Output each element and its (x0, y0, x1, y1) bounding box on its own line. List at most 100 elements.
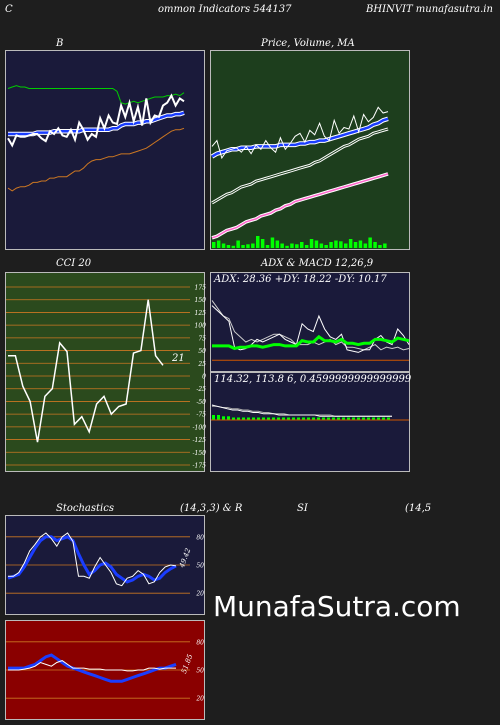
cci-tick-label: 25 (197, 361, 206, 368)
bb-middle-line (8, 111, 185, 136)
cci-tick-label: -125 (193, 437, 207, 444)
rsi-tick-label: 80 (196, 639, 204, 646)
stoch-tick-label: 20 (195, 591, 204, 598)
cci-tick-label: -75 (196, 412, 206, 419)
price-line (211, 106, 389, 160)
volume-bar (309, 239, 314, 248)
macd-hist-bar (257, 417, 260, 420)
volume-bar (363, 243, 368, 248)
volume-bar (285, 245, 289, 249)
volume-bar (304, 245, 309, 248)
volume-bar (212, 242, 216, 248)
stoch-params: (14,3,3) & R (180, 503, 243, 514)
macd-hist-bar (367, 417, 370, 420)
stoch-title: Stochastics (56, 503, 114, 514)
rsi-title: SI (297, 503, 308, 514)
volume-bar (383, 243, 387, 248)
macd-hist-bar (357, 417, 360, 420)
volume-bar (300, 242, 304, 248)
cci-tick-label: 100 (195, 323, 207, 330)
macd-hist-bar (362, 417, 365, 420)
volume-bar (226, 245, 231, 248)
macd-hist-bar (247, 417, 250, 420)
macd-hist-bar (242, 417, 245, 420)
cci-tick-label: -175 (193, 463, 207, 470)
rsi-mfi-line (8, 653, 177, 683)
macd-hist-bar (252, 417, 255, 420)
macd-hist-bar (337, 417, 340, 420)
cci-line (8, 299, 164, 443)
volume-bar (231, 245, 236, 249)
macd-hist-bar (297, 417, 300, 420)
price-ma-pink-line-outline (211, 172, 389, 240)
volume-bar (344, 243, 348, 248)
macd-hist-bar (277, 417, 280, 420)
volume-bar (256, 236, 260, 248)
cci-tick-label: -25 (196, 386, 206, 393)
adx-line (212, 334, 410, 351)
volume-bar (334, 240, 338, 248)
price-ma-pink-line (211, 173, 389, 239)
macd-line (211, 404, 392, 417)
macd-hist-bar (387, 417, 390, 420)
macd-panel (210, 372, 410, 472)
cci-tick-label: 150 (195, 297, 207, 304)
volume-bar (290, 243, 294, 248)
macd-hist-bar (222, 416, 225, 421)
header-site: BHINVIT munafasutra.in (366, 4, 493, 15)
volume-bar (251, 243, 255, 248)
macd-hist-bar (322, 417, 325, 420)
macd-hist-bar (372, 417, 375, 420)
volume-bar (280, 243, 284, 248)
header-title: ommon Indicators 544137 (158, 4, 292, 15)
bb-lower-line (7, 127, 185, 192)
volume-bar (295, 244, 299, 249)
volume-bar (319, 243, 324, 248)
volume-bar (358, 240, 363, 248)
rsi-params: (14,5 (405, 503, 432, 514)
volume-bar (241, 245, 245, 248)
volume-bar (373, 242, 377, 248)
macd-hist-bar (217, 415, 220, 420)
price-title: Price, Volume, MA (261, 38, 355, 49)
macd-hist-bar (347, 417, 350, 420)
rsi-tick-label: 50 (196, 668, 204, 675)
price-ma-long-line-outline (211, 127, 389, 205)
stoch-d-line (7, 535, 177, 584)
stoch-tick-label: 80 (196, 534, 204, 541)
macd-hist-bar (287, 417, 290, 420)
volume-bar (236, 240, 240, 248)
rsi-tick-label: 20 (195, 696, 204, 703)
cci-tick-label: 125 (195, 310, 207, 317)
volume-bar (353, 242, 358, 248)
adx-panel (210, 272, 410, 372)
macd-hist-bar (227, 416, 230, 421)
volume-bar (314, 240, 319, 248)
plus-di-line (211, 305, 410, 353)
cci-tick-label: -50 (196, 399, 206, 406)
macd-hist-bar (342, 417, 345, 420)
bb-title: B (56, 38, 64, 49)
volume-bar (275, 240, 280, 248)
cci-value-label: 21 (172, 353, 185, 364)
macd-hist-bar (382, 417, 385, 420)
macd-hist-bar (232, 417, 235, 420)
macd-hist-bar (312, 417, 315, 420)
bb-upper-line (7, 85, 185, 105)
macd-hist-bar (272, 417, 275, 420)
macd-hist-bar (292, 417, 295, 420)
volume-bar (216, 240, 221, 248)
cci-tick-label: 175 (195, 285, 207, 292)
volume-bar (265, 245, 270, 248)
cci-tick-label: -100 (193, 424, 207, 431)
header-c: C (5, 4, 13, 15)
macd-hist-bar (327, 417, 330, 420)
stoch-tick-label: 50 (196, 563, 204, 570)
macd-hist-bar (237, 417, 240, 420)
volume-bar (260, 239, 265, 248)
macd-hist-bar (352, 417, 355, 420)
cci-tick-label: 50 (198, 348, 206, 355)
volume-bar (348, 239, 353, 248)
adx-title: ADX & MACD 12,26,9 (261, 258, 374, 269)
